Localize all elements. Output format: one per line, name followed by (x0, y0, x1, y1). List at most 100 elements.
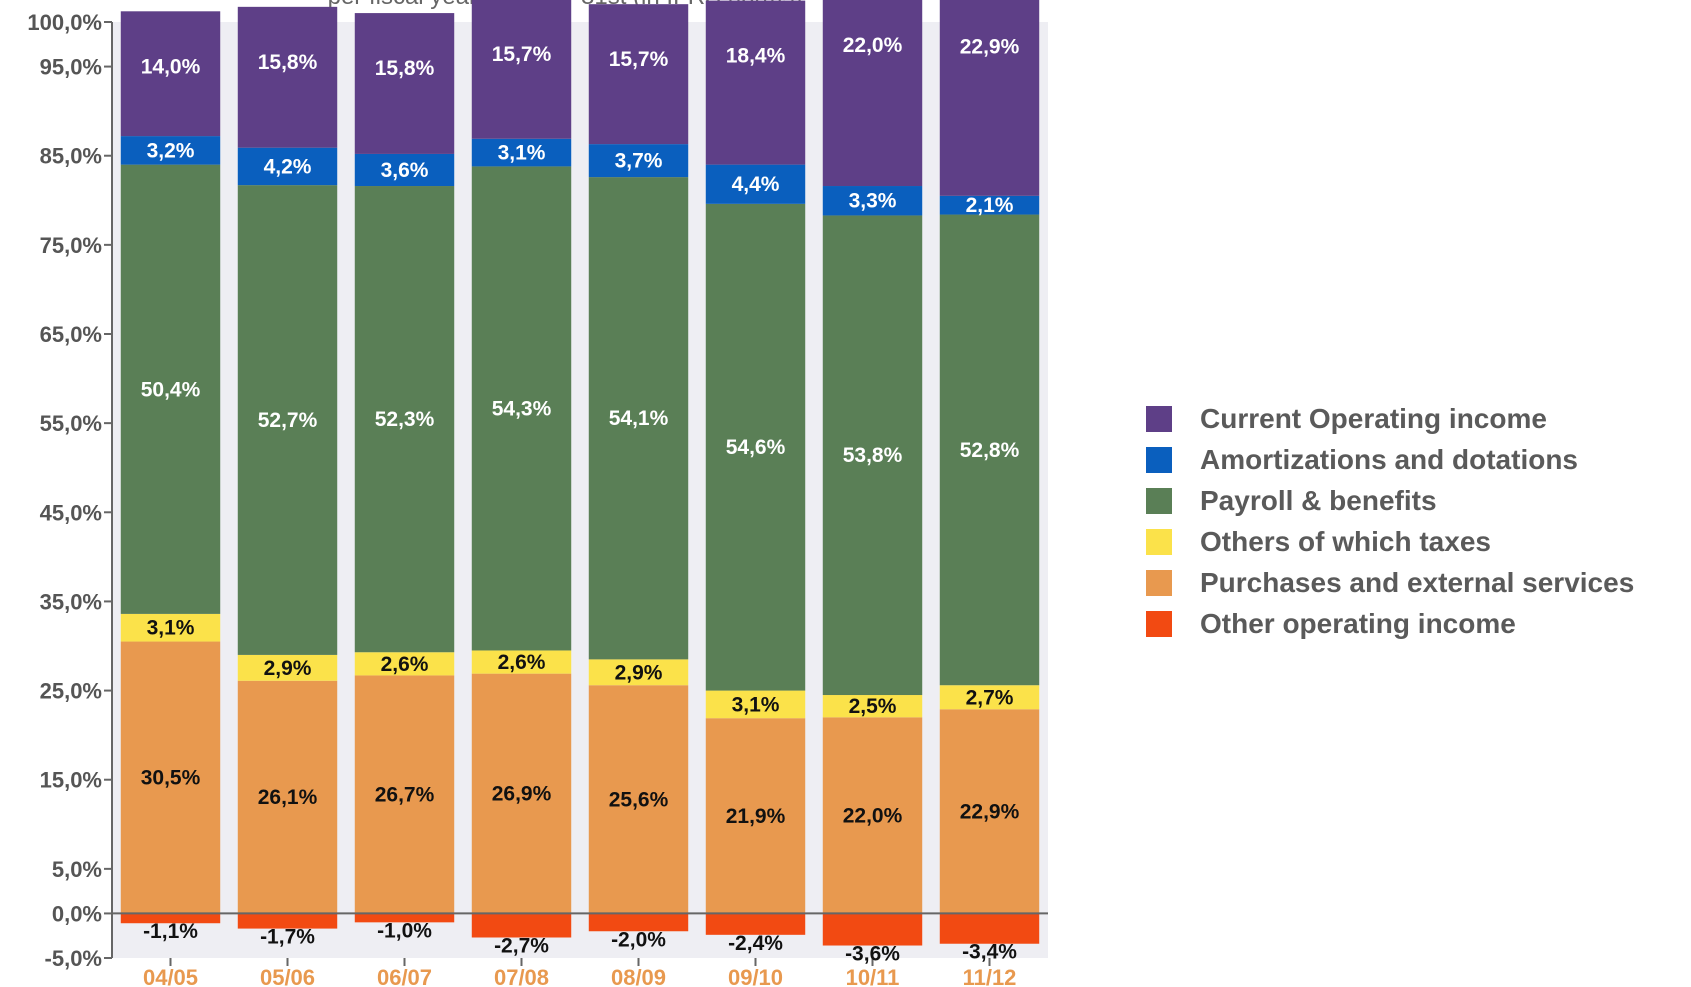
data-label: 22,9% (960, 800, 1020, 823)
x-tick-label: 05/06 (260, 965, 315, 987)
bar-segment (939, 685, 1040, 710)
bar-segment (237, 654, 338, 681)
y-tick-label: 85,0% (40, 144, 102, 169)
data-label: 2,7% (966, 686, 1014, 709)
data-label: -1,0% (377, 919, 432, 942)
bar-segment (120, 641, 221, 914)
data-label: 18,4% (726, 45, 786, 68)
y-tick-label: 100,0% (27, 10, 102, 35)
bar-segment (471, 166, 572, 651)
bar-segment (588, 659, 689, 686)
bar-segment (939, 195, 1040, 215)
bar-segment (588, 685, 689, 914)
bar-segment (120, 613, 221, 642)
y-tick-label: 15,0% (40, 768, 102, 793)
data-label: 4,4% (732, 173, 780, 196)
data-label: 26,9% (492, 783, 552, 806)
data-label: 15,7% (492, 43, 552, 66)
legend-label: Other operating income (1200, 607, 1516, 639)
bar-segment (705, 718, 806, 914)
data-label: 3,3% (849, 190, 897, 213)
x-tick-label: 06/07 (377, 965, 432, 987)
axes-layer: 04/05 05/06 06/07 07/08 08/09 09/10 10/11 11/12… (27, 10, 1048, 987)
bar-segment (237, 6, 338, 148)
x-tick-label: 11/12 (963, 965, 1017, 987)
bar-segment (471, 0, 572, 139)
data-label: 52,8% (960, 439, 1020, 462)
bar-segment (705, 913, 806, 935)
data-label: 2,9% (264, 657, 312, 680)
x-tick-label: 04/05 (143, 965, 198, 987)
bar-segment (471, 913, 572, 938)
y-tick-label: 65,0% (40, 322, 102, 347)
bar-segment (822, 186, 923, 216)
data-label: 22,0% (843, 804, 903, 827)
data-label: 54,6% (726, 436, 786, 459)
legend-label: Others of which taxes (1200, 525, 1491, 557)
bar-segment (705, 203, 806, 691)
data-label: 3,1% (498, 142, 546, 165)
legend-item: Purchases and external services (1146, 562, 1634, 603)
bar-segment (471, 673, 572, 914)
data-label: 3,1% (732, 693, 780, 716)
bar-segment (120, 136, 221, 165)
y-tick-label: 55,0% (40, 411, 102, 436)
y-tick-label: 45,0% (40, 500, 102, 525)
data-label: 54,3% (492, 397, 552, 420)
bar-segment (705, 0, 806, 165)
legend-swatch (1146, 405, 1172, 432)
data-label: 2,6% (498, 651, 546, 674)
x-tick-label: 09/10 (728, 965, 783, 987)
data-label: 52,7% (258, 409, 318, 432)
bar-segment (120, 913, 221, 924)
data-label: 2,6% (381, 653, 429, 676)
data-label: 4,2% (264, 155, 312, 178)
bar-segment (588, 144, 689, 178)
bar-segment (237, 147, 338, 186)
legend-swatch (1146, 610, 1172, 637)
legend-item: Payroll & benefits (1146, 480, 1634, 521)
data-label: -1,7% (260, 926, 315, 949)
legend-item: Current Operating income (1146, 398, 1634, 439)
bar-segment (822, 695, 923, 718)
bar-segment (354, 652, 455, 676)
bar-segment (939, 0, 1040, 196)
bar-segment (237, 680, 338, 914)
data-label: 2,5% (849, 695, 897, 718)
legend-label: Purchases and external services (1200, 566, 1635, 598)
legend-label: Amortizations and dotations (1200, 443, 1578, 475)
data-label: 26,7% (375, 783, 435, 806)
bar-segment (705, 690, 806, 719)
bar-segment (939, 913, 1040, 944)
legend-item: Other operating income (1146, 603, 1634, 644)
legend-item: Others of which taxes (1146, 521, 1634, 562)
legend: Current Operating income Amortizations an… (1146, 398, 1634, 644)
data-label: 22,0% (843, 34, 903, 57)
data-label: -2,0% (611, 928, 666, 951)
bar-segment (237, 913, 338, 929)
legend-swatch (1146, 487, 1172, 514)
bar-segment (471, 138, 572, 167)
data-label: 3,6% (381, 159, 429, 182)
x-tick-label: 07/08 (494, 965, 549, 987)
y-tick-label: 35,0% (40, 589, 102, 614)
data-label: 21,9% (726, 805, 786, 828)
y-tick-label: 75,0% (40, 233, 102, 258)
bar-segment (354, 186, 455, 653)
bar-segment (120, 11, 221, 137)
bar-segment (354, 13, 455, 154)
legend-label: Current Operating income (1200, 402, 1547, 434)
data-label: -2,7% (494, 934, 549, 957)
data-label: 15,8% (375, 57, 435, 80)
bar-segment (354, 913, 455, 923)
data-label: 3,1% (147, 617, 195, 640)
data-label: 52,3% (375, 408, 435, 431)
bar-segment (120, 164, 221, 614)
bar-segment (939, 214, 1040, 686)
x-tick-label: 08/09 (611, 965, 666, 987)
data-label: -3,6% (845, 943, 900, 966)
bar-segment (471, 650, 572, 674)
data-label: 3,2% (147, 139, 195, 162)
y-tick-label: 0,0% (52, 901, 102, 926)
